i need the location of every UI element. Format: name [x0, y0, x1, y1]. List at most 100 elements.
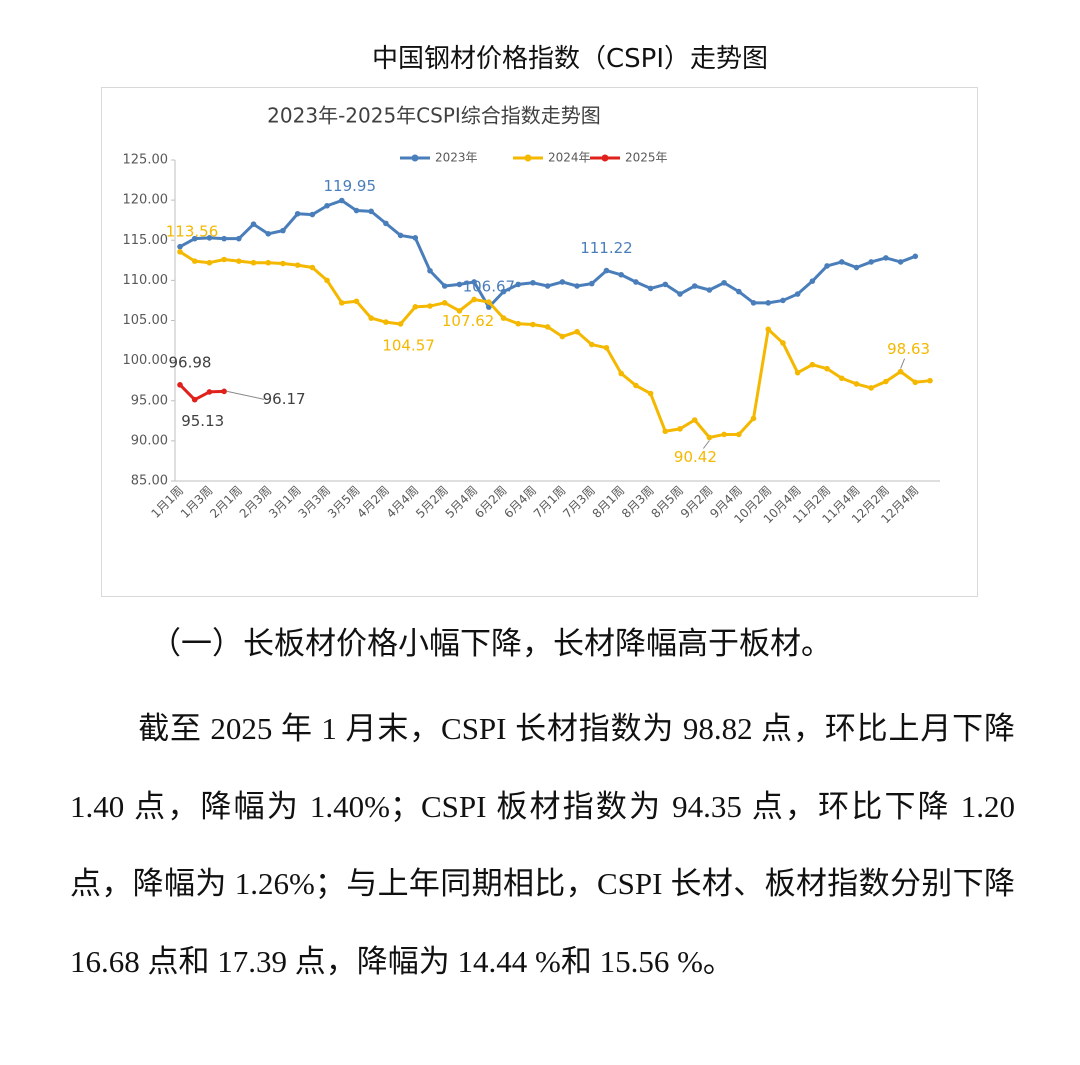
point [721, 431, 727, 438]
point [897, 368, 904, 375]
point [368, 208, 374, 215]
point [765, 300, 772, 306]
point [177, 382, 183, 388]
point [294, 262, 301, 268]
point [177, 249, 183, 255]
point [559, 279, 566, 285]
point [221, 235, 227, 242]
legend-label: 2023年 [435, 151, 478, 165]
y-tick-label: 115.00 [123, 233, 169, 248]
data-label: 119.95 [324, 177, 377, 195]
point [397, 232, 404, 239]
point [236, 235, 242, 242]
point [324, 277, 330, 284]
point [780, 297, 786, 304]
point [809, 361, 816, 368]
point [736, 431, 742, 438]
y-tick-label: 90.00 [131, 433, 168, 448]
point [280, 260, 286, 267]
point [897, 259, 904, 265]
point [265, 231, 272, 237]
y-tick-label: 125.00 [123, 153, 169, 168]
point [794, 369, 801, 376]
point [603, 267, 610, 274]
point [721, 279, 727, 286]
point [794, 291, 801, 297]
point [838, 375, 845, 382]
point [647, 285, 654, 292]
point [191, 396, 198, 403]
chart-title: 2023年-2025年CSPI综合指数走势图 [267, 104, 601, 128]
point [397, 321, 404, 327]
point [441, 300, 448, 306]
point [471, 296, 477, 303]
point [588, 341, 595, 348]
point [471, 279, 477, 285]
point [691, 417, 698, 423]
point [206, 235, 213, 241]
data-label: 95.13 [181, 412, 224, 430]
legend-label: 2024年 [548, 151, 591, 165]
point [441, 283, 448, 289]
section-title: （一）长板材价格小幅下降，长材降幅高于板材。 [150, 626, 832, 661]
point [853, 264, 860, 271]
point [530, 279, 536, 286]
point [353, 207, 360, 214]
point [824, 263, 830, 269]
point [677, 426, 683, 432]
paragraph: 截至 2025 年 1 月末，CSPI 长材指数为 98.82 点，环比上月下降… [70, 711, 1015, 979]
y-tick-label: 100.00 [123, 353, 169, 368]
point [647, 390, 654, 397]
series-line [178, 383, 225, 402]
point [736, 288, 742, 295]
point [927, 377, 933, 384]
point [809, 278, 816, 284]
point [324, 202, 330, 209]
point [883, 378, 889, 385]
leader-line [900, 358, 906, 369]
point [250, 259, 257, 266]
point [456, 308, 463, 314]
point [868, 259, 874, 265]
point [853, 381, 860, 387]
data-label: 96.98 [169, 353, 212, 371]
point [662, 428, 669, 435]
point [221, 256, 227, 263]
point [618, 271, 624, 278]
point [588, 280, 595, 287]
legend-marker [601, 154, 609, 162]
point [691, 283, 698, 289]
point [338, 300, 345, 306]
point [383, 220, 389, 227]
y-tick-label: 110.00 [123, 273, 169, 288]
point [559, 333, 566, 340]
point [838, 259, 845, 265]
point [338, 197, 345, 204]
point [500, 288, 507, 295]
point [603, 344, 610, 351]
point [706, 287, 713, 293]
point [427, 267, 433, 274]
leader-line [227, 390, 265, 400]
leader-line [703, 440, 710, 449]
point [677, 291, 683, 297]
data-label: 107.62 [442, 312, 495, 330]
data-label: 98.63 [887, 340, 930, 358]
point [633, 382, 639, 389]
point [309, 211, 316, 218]
y-tick-label: 120.00 [123, 193, 169, 208]
point [824, 365, 830, 372]
point [750, 415, 757, 422]
point [515, 320, 522, 327]
point [544, 283, 551, 289]
legend-label: 2025年 [625, 151, 668, 165]
point [633, 279, 639, 285]
y-tick-label: 95.00 [131, 393, 168, 408]
point [383, 319, 389, 325]
point [236, 258, 242, 264]
heading: 中国钢材价格指数（CSPI）走势图 [371, 44, 768, 74]
point [294, 210, 301, 217]
data-label: 96.17 [263, 390, 306, 408]
series-line [179, 250, 931, 440]
